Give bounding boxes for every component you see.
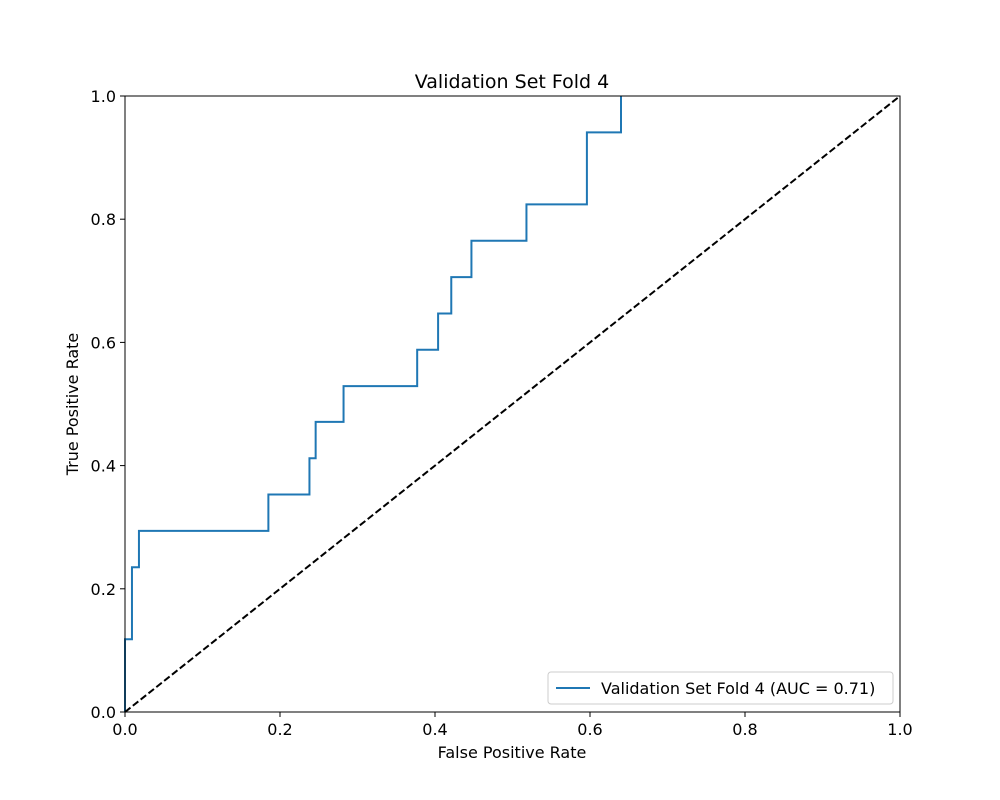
legend-label-fold-4: Validation Set Fold 4 (AUC = 0.71) xyxy=(601,679,875,698)
legend: Validation Set Fold 4 (AUC = 0.71) xyxy=(547,671,894,705)
x-tick-label: 0.4 xyxy=(422,720,447,739)
x-tick-label: 0.0 xyxy=(112,720,137,739)
y-tick-label: 1.0 xyxy=(91,87,116,106)
y-axis-ticks: 0.0 0.2 0.4 0.6 0.8 1.0 xyxy=(91,87,125,722)
x-tick-label: 1.0 xyxy=(887,720,912,739)
chance-diagonal-line xyxy=(124,95,901,713)
chart-title: Validation Set Fold 4 xyxy=(415,71,609,93)
x-axis-label: False Positive Rate xyxy=(438,743,587,762)
x-tick-label: 0.8 xyxy=(732,720,757,739)
y-tick-label: 0.4 xyxy=(91,457,116,476)
y-tick-label: 0.2 xyxy=(91,580,116,599)
roc-curve-fold-4 xyxy=(124,96,622,712)
plot-area xyxy=(124,95,901,713)
plot-frame xyxy=(124,95,901,713)
legend-box xyxy=(547,671,894,705)
y-tick-label: 0.0 xyxy=(91,703,116,722)
series-layer xyxy=(124,95,901,713)
y-tick-label: 0.6 xyxy=(91,333,116,352)
x-tick-label: 0.6 xyxy=(577,720,602,739)
y-tick-label: 0.8 xyxy=(91,210,116,229)
x-tick-label: 0.2 xyxy=(267,720,292,739)
x-axis-ticks: 0.0 0.2 0.4 0.6 0.8 1.0 xyxy=(112,712,913,739)
y-axis-label: True Positive Rate xyxy=(63,333,82,477)
